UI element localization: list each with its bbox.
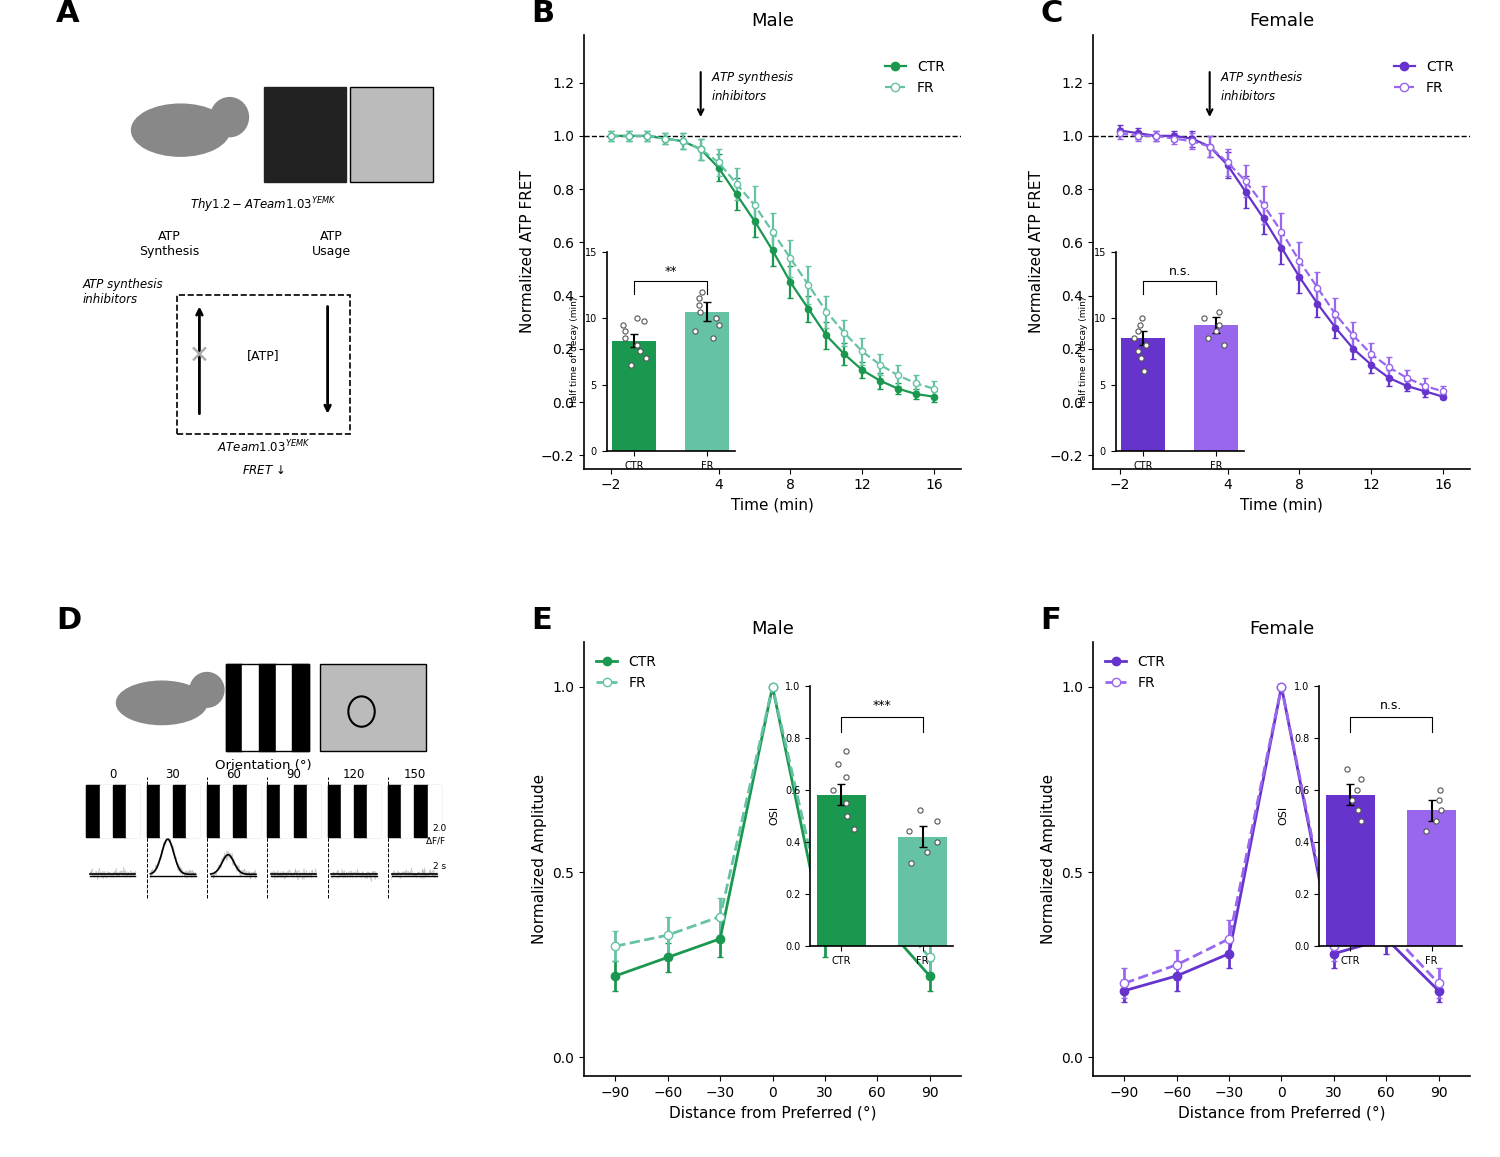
Bar bbox=[147, 786, 160, 838]
Y-axis label: Normalized ATP FRET: Normalized ATP FRET bbox=[1029, 170, 1044, 333]
Bar bbox=[400, 786, 414, 838]
Bar bbox=[87, 786, 99, 838]
Bar bbox=[354, 786, 368, 838]
Text: ATP
Synthesis: ATP Synthesis bbox=[140, 230, 200, 258]
Ellipse shape bbox=[132, 104, 230, 156]
Text: E: E bbox=[531, 606, 552, 635]
Bar bbox=[260, 664, 276, 751]
Bar bbox=[276, 664, 292, 751]
Text: $\it{ATeam1.03^{YEMK}}$: $\it{ATeam1.03^{YEMK}}$ bbox=[217, 439, 310, 455]
X-axis label: Time (min): Time (min) bbox=[1240, 498, 1323, 513]
X-axis label: Distance from Preferred (°): Distance from Preferred (°) bbox=[669, 1105, 876, 1120]
Title: Female: Female bbox=[1250, 620, 1314, 638]
Text: 90: 90 bbox=[286, 768, 302, 781]
Bar bbox=[327, 786, 340, 838]
Ellipse shape bbox=[117, 681, 207, 724]
Text: [ATP]: [ATP] bbox=[248, 349, 280, 362]
Text: ATP
Usage: ATP Usage bbox=[312, 230, 351, 258]
Bar bbox=[327, 786, 381, 838]
Legend: CTR, FR: CTR, FR bbox=[1389, 54, 1460, 101]
Bar bbox=[267, 786, 280, 838]
Text: F: F bbox=[1040, 606, 1060, 635]
Text: $\it{ATP\ synthesis}$
$\it{inhibitors}$: $\it{ATP\ synthesis}$ $\it{inhibitors}$ bbox=[1221, 69, 1305, 103]
Legend: CTR, FR: CTR, FR bbox=[1100, 649, 1172, 695]
Text: 2 s: 2 s bbox=[433, 862, 447, 871]
Ellipse shape bbox=[210, 97, 249, 137]
Legend: CTR, FR: CTR, FR bbox=[591, 649, 662, 695]
Text: $\it{Thy1.2-ATeam1.03^{YEMK}}$: $\it{Thy1.2-ATeam1.03^{YEMK}}$ bbox=[190, 196, 338, 215]
Title: Male: Male bbox=[752, 13, 794, 30]
Bar bbox=[368, 786, 381, 838]
Text: D: D bbox=[56, 606, 81, 635]
Bar bbox=[234, 786, 246, 838]
Title: Male: Male bbox=[752, 620, 794, 638]
Legend: CTR, FR: CTR, FR bbox=[879, 54, 951, 101]
Bar bbox=[112, 786, 126, 838]
Bar bbox=[308, 786, 320, 838]
Title: Female: Female bbox=[1250, 13, 1314, 30]
Bar bbox=[427, 786, 441, 838]
Bar bbox=[126, 786, 140, 838]
Y-axis label: Normalized ATP FRET: Normalized ATP FRET bbox=[520, 170, 536, 333]
Bar bbox=[414, 786, 428, 838]
Bar bbox=[172, 786, 186, 838]
Text: $\it{ATP\ synthesis}$
$\it{inhibitors}$: $\it{ATP\ synthesis}$ $\it{inhibitors}$ bbox=[711, 69, 795, 103]
Bar bbox=[294, 786, 307, 838]
Text: 30: 30 bbox=[165, 768, 180, 781]
Bar bbox=[226, 664, 243, 751]
Bar bbox=[388, 786, 441, 838]
Bar bbox=[243, 664, 260, 751]
Bar bbox=[292, 664, 309, 751]
Bar bbox=[160, 786, 172, 838]
Ellipse shape bbox=[190, 672, 224, 707]
Y-axis label: Normalized Amplitude: Normalized Amplitude bbox=[531, 774, 546, 944]
Bar bbox=[320, 664, 426, 751]
Text: B: B bbox=[531, 0, 555, 28]
Y-axis label: Normalized Amplitude: Normalized Amplitude bbox=[1041, 774, 1056, 944]
Bar bbox=[147, 786, 200, 838]
Text: 60: 60 bbox=[226, 768, 242, 781]
Text: 2.0
$\Delta$F/F: 2.0 $\Delta$F/F bbox=[426, 824, 447, 846]
Text: ✕: ✕ bbox=[189, 344, 210, 368]
Bar bbox=[226, 664, 309, 751]
Text: ATP synthesis
inhibitors: ATP synthesis inhibitors bbox=[82, 278, 164, 305]
Bar bbox=[207, 786, 260, 838]
Bar bbox=[87, 786, 140, 838]
Text: 0: 0 bbox=[110, 768, 117, 781]
Bar bbox=[246, 786, 259, 838]
Bar bbox=[220, 786, 234, 838]
Text: C: C bbox=[1040, 0, 1062, 28]
Bar bbox=[340, 786, 354, 838]
Bar bbox=[177, 295, 350, 434]
Bar bbox=[267, 786, 320, 838]
Text: 120: 120 bbox=[344, 768, 364, 781]
Bar bbox=[388, 786, 400, 838]
X-axis label: Time (min): Time (min) bbox=[730, 498, 815, 513]
Text: A: A bbox=[56, 0, 80, 28]
Bar bbox=[99, 786, 112, 838]
Bar bbox=[350, 87, 433, 182]
Bar bbox=[280, 786, 294, 838]
Bar bbox=[207, 786, 220, 838]
Bar bbox=[186, 786, 200, 838]
X-axis label: Distance from Preferred (°): Distance from Preferred (°) bbox=[1178, 1105, 1384, 1120]
Text: $\it{FRET}$ ↓: $\it{FRET}$ ↓ bbox=[242, 464, 285, 477]
Bar bbox=[264, 87, 346, 182]
Text: 150: 150 bbox=[404, 768, 426, 781]
Text: Orientation (°): Orientation (°) bbox=[214, 759, 312, 772]
